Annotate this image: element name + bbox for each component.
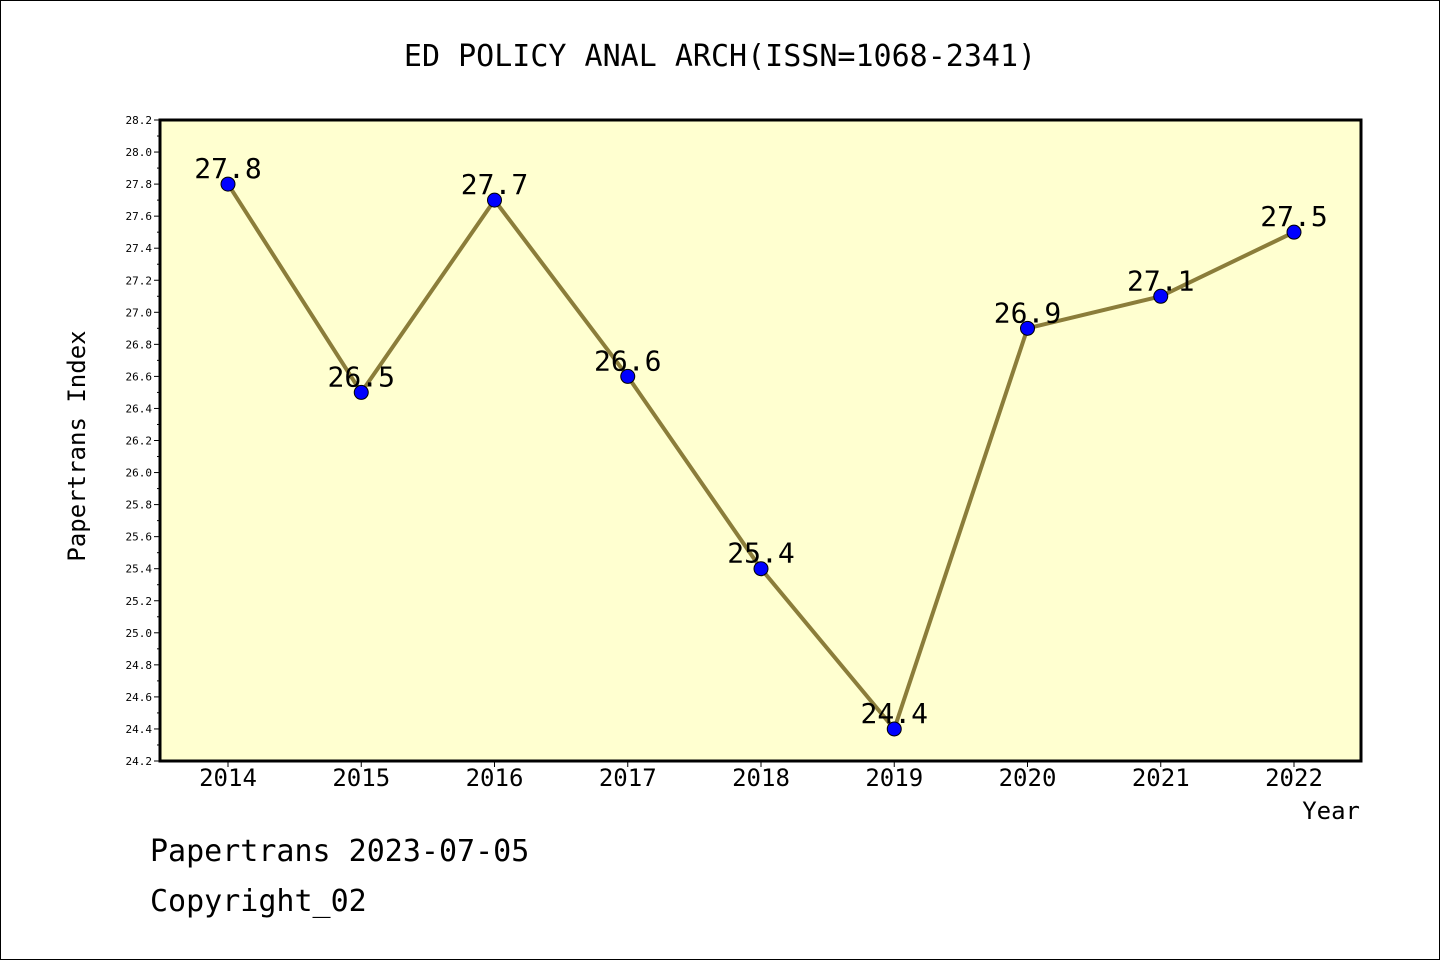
y-tick-label: 25.8 (126, 499, 153, 512)
footer-date: Papertrans 2023-07-05 (150, 834, 530, 869)
x-tick-label: 2014 (199, 764, 257, 792)
x-axis: 2014 2015 2016 2017 2018 2019 2020 2021 2022 (199, 761, 1323, 792)
x-tick-label: 2021 (1132, 764, 1190, 792)
series-markers (220, 176, 1302, 737)
y-tick-label: 26.6 (126, 370, 153, 383)
data-point (1020, 320, 1035, 336)
y-tick-label: 27.0 (126, 306, 153, 319)
y-tick-label: 27.4 (126, 242, 153, 255)
y-tick-label: 25.0 (126, 627, 153, 640)
y-tick-label: 24.8 (126, 659, 153, 672)
y-tick-label: 26.0 (126, 467, 153, 480)
x-axis-label: Year (1302, 797, 1360, 825)
x-tick-label: 2016 (466, 764, 524, 792)
x-tick-label: 2019 (865, 764, 923, 792)
data-label: 24.4 (861, 697, 928, 730)
data-label: 26.9 (994, 296, 1061, 329)
y-tick-label: 26.8 (126, 338, 153, 351)
y-tick-label: 26.2 (126, 435, 153, 448)
data-label: 26.6 (594, 344, 661, 377)
y-tick-label: 24.4 (126, 723, 153, 736)
data-point (487, 192, 502, 208)
data-point (620, 368, 636, 384)
y-tick-label: 26.4 (126, 402, 153, 415)
data-label: 27.8 (194, 152, 261, 185)
y-tick-label: 27.8 (126, 178, 153, 191)
data-point (1286, 224, 1302, 240)
y-tick-label: 28.2 (126, 114, 153, 127)
data-point (220, 176, 236, 192)
x-tick-label: 2015 (332, 764, 390, 792)
data-point (753, 561, 769, 577)
data-labels: 27.8 26.5 27.7 26.6 25.4 24.4 26.9 27.1 27.5 (194, 152, 1327, 730)
x-tick-label: 2020 (999, 764, 1057, 792)
y-tick-label: 27.2 (126, 274, 153, 287)
data-label: 26.5 (328, 360, 395, 393)
y-tick-label: 24.6 (126, 691, 153, 704)
y-tick-label: 24.2 (126, 755, 153, 768)
data-label: 27.7 (461, 168, 528, 201)
y-axis: 24.2 24.4 24.6 24.8 25.0 25.2 25.4 25.6 25.8 26.0… (126, 114, 160, 768)
y-tick-label: 25.4 (126, 563, 153, 576)
plot-area (158, 118, 1363, 763)
data-label: 25.4 (727, 537, 794, 570)
data-label: 27.5 (1260, 200, 1327, 233)
data-point (353, 384, 369, 400)
x-tick-label: 2018 (732, 764, 790, 792)
y-tick-label: 27.6 (126, 210, 153, 223)
x-tick-label: 2022 (1265, 764, 1323, 792)
data-point (1153, 288, 1169, 304)
chart-title: ED POLICY ANAL ARCH(ISSN=1068-2341) (404, 39, 1036, 74)
x-tick-label: 2017 (599, 764, 657, 792)
y-tick-label: 25.2 (126, 595, 153, 608)
footer-copyright: Copyright_02 (150, 884, 367, 919)
y-tick-label: 28.0 (126, 146, 153, 159)
y-tick-label: 25.6 (126, 531, 153, 544)
data-point (886, 721, 902, 737)
y-axis-label: Papertrans Index (63, 330, 91, 561)
data-label: 27.1 (1127, 264, 1194, 297)
